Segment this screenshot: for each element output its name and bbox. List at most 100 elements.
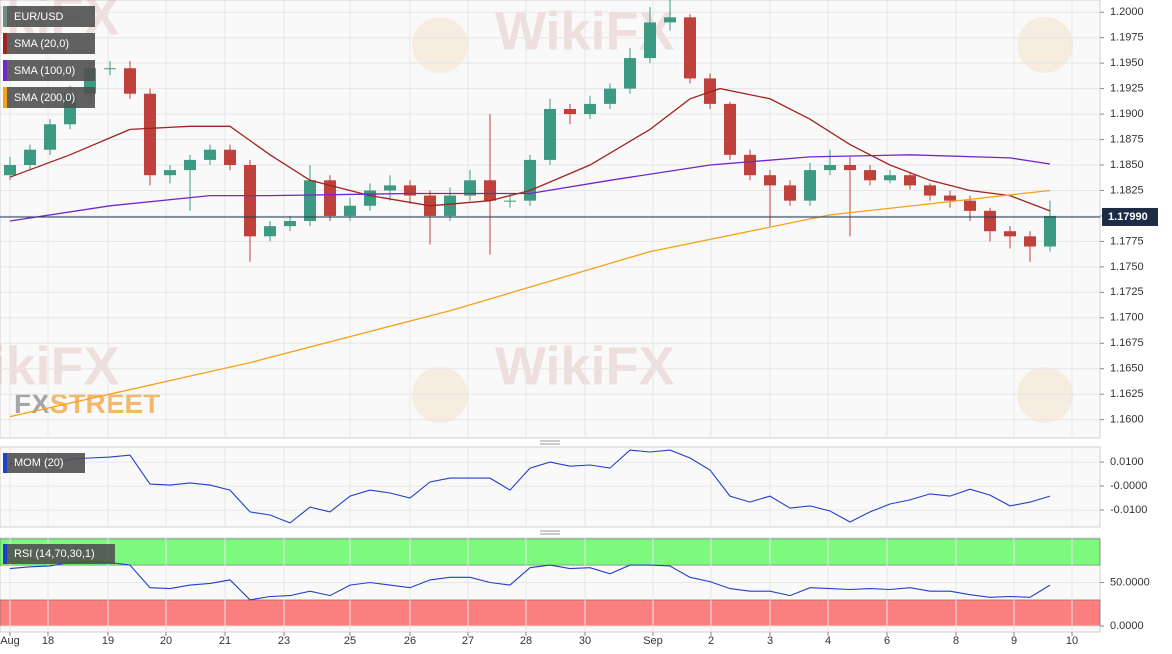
candle-body	[484, 180, 496, 201]
legend-box	[3, 33, 95, 54]
y-tick-label: 1.1850	[1110, 159, 1144, 171]
candle-body	[164, 170, 176, 176]
sma-line	[9, 189, 1051, 418]
legend-label: EUR/USD	[14, 11, 64, 23]
last-price-box	[1102, 207, 1158, 226]
candle-body	[724, 103, 736, 155]
x-tick-label: 4	[825, 635, 831, 647]
y-tick-label: 1.1650	[1110, 363, 1144, 375]
x-tick-label: 21	[219, 635, 231, 647]
candle-body	[1024, 236, 1036, 247]
panel-handle[interactable]	[540, 440, 560, 445]
candle-body	[444, 195, 456, 216]
x-tick-label: 18	[42, 635, 54, 647]
x-tick-label: 8	[953, 635, 959, 647]
brand: FXSTREET	[14, 388, 160, 419]
candle-body	[984, 210, 996, 232]
candle-body	[324, 180, 336, 216]
watermark-logo	[1017, 17, 1073, 73]
candle-body	[184, 159, 196, 171]
candle-body	[204, 149, 216, 160]
candle-body	[864, 170, 876, 181]
y-tick-label: 1.1875	[1110, 133, 1144, 145]
y-tick-label: 1.1900	[1110, 108, 1144, 120]
candle-body	[584, 103, 596, 115]
candle-body	[124, 68, 136, 94]
x-tick-label: 26	[404, 635, 416, 647]
watermark-logo	[412, 367, 468, 423]
rsi-zone	[0, 538, 1101, 566]
legend-box	[3, 60, 95, 81]
last-price-label: 1.17990	[1108, 211, 1148, 223]
legend-swatch	[3, 33, 7, 54]
panel-handle[interactable]	[540, 530, 560, 535]
candle-body	[544, 108, 556, 160]
y-tick-label: 1.1700	[1110, 312, 1144, 324]
candle-body	[384, 185, 396, 191]
candle-body	[244, 165, 256, 237]
candle-body	[684, 17, 696, 79]
legend-label: SMA (20,0)	[14, 38, 69, 50]
sma-line	[9, 154, 1051, 222]
rsi-zone	[0, 599, 1101, 627]
x-tick-label: 30	[579, 635, 591, 647]
y-tick-label: 1.1750	[1110, 261, 1144, 273]
y-tick-label: 1.2000	[1110, 6, 1144, 18]
x-tick-label: 9	[1011, 635, 1017, 647]
y-tick-label: 1.1950	[1110, 57, 1144, 69]
candle-body	[104, 68, 116, 70]
candle-body	[4, 165, 16, 176]
y-tick-label: 1.1625	[1110, 388, 1144, 400]
y-tick-label: 1.1775	[1110, 235, 1144, 247]
watermark: WikiFX	[0, 336, 120, 396]
candle-body	[664, 17, 676, 23]
x-tick-label: 6	[884, 635, 890, 647]
y-tick-label: 50.0000	[1110, 576, 1150, 588]
candle-body	[224, 149, 236, 166]
candle-body	[764, 175, 776, 186]
candle-body	[644, 22, 656, 59]
mom-panel	[0, 446, 1101, 528]
x-tick-label: 23	[278, 635, 290, 647]
y-tick-label: 1.1825	[1110, 184, 1144, 196]
x-tick-label: 25	[344, 635, 356, 647]
y-tick-label: 0.0100	[1110, 456, 1144, 468]
y-tick-label: 1.1725	[1110, 286, 1144, 298]
candle-body	[1044, 215, 1056, 247]
candle-body	[904, 175, 916, 186]
legend-label: SMA (100,0)	[14, 65, 75, 77]
watermark-logo	[1017, 367, 1073, 423]
watermark-logo	[412, 17, 468, 73]
x-tick-label: 3	[767, 635, 773, 647]
candle-body	[1004, 231, 1016, 237]
y-tick-label: 1.1925	[1110, 83, 1144, 95]
legend-box	[3, 544, 115, 564]
candle-body	[144, 93, 156, 176]
legend-box	[3, 453, 85, 473]
legend-swatch	[3, 60, 7, 81]
candle-body	[924, 185, 936, 196]
x-tick-label: 27	[462, 635, 474, 647]
candle-body	[284, 221, 296, 227]
candle-body	[304, 180, 316, 222]
candle-body	[564, 108, 576, 115]
indicator-line	[9, 449, 1051, 524]
candle-body	[804, 170, 816, 201]
candle-body	[344, 205, 356, 216]
candle-body	[884, 175, 896, 181]
candle-body	[464, 180, 476, 196]
legend-swatch	[3, 6, 7, 27]
y-tick-label: 1.1675	[1110, 337, 1144, 349]
x-tick-label: 10	[1066, 635, 1078, 647]
x-tick-label: 2	[708, 635, 714, 647]
candle-body	[964, 200, 976, 211]
x-tick-label: 28	[520, 635, 532, 647]
x-tick-label: Aug	[0, 635, 20, 647]
legend-label: MOM (20)	[14, 457, 64, 469]
candle-body	[744, 154, 756, 176]
legend-label: SMA (200,0)	[14, 92, 75, 104]
candle-body	[364, 190, 376, 206]
legend-swatch	[3, 544, 7, 564]
candle-body	[824, 165, 836, 171]
